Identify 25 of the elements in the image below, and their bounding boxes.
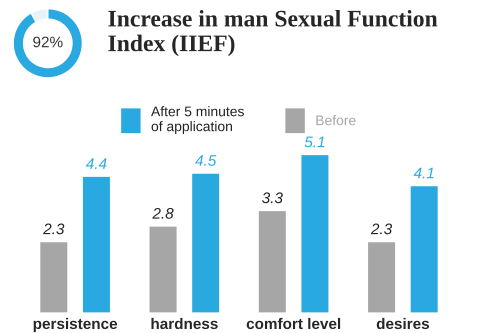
data-label: 4.4 <box>86 158 106 169</box>
x-tick-label: desires <box>376 318 430 330</box>
bar <box>409 184 440 314</box>
donut-slice <box>12 8 84 79</box>
data-label: 2.8 <box>152 208 174 219</box>
data-label: 2.3 <box>43 224 64 234</box>
data-label: 3.3 <box>262 192 283 204</box>
bar <box>82 176 112 314</box>
x-tick-label: comfort level <box>246 318 340 330</box>
bar <box>190 172 221 314</box>
x-tick-label: hardness <box>151 318 218 330</box>
data-label: 2.3 <box>370 224 392 234</box>
text: 92% <box>33 36 63 48</box>
bar <box>300 154 330 314</box>
data-label: 5.1 <box>304 136 324 148</box>
chart-title: Increase in man Sexual Function Index (IIEF) <box>108 10 438 56</box>
bar <box>38 240 69 314</box>
legend-label: Before <box>316 115 356 126</box>
bar <box>257 210 288 314</box>
data-label: 4.1 <box>414 168 434 178</box>
bar <box>148 225 178 314</box>
data-label: 4.5 <box>195 155 216 166</box>
legend-label: After 5 minutes of application <box>151 106 244 134</box>
bar <box>366 240 396 314</box>
x-tick-label: persistence <box>34 318 118 332</box>
